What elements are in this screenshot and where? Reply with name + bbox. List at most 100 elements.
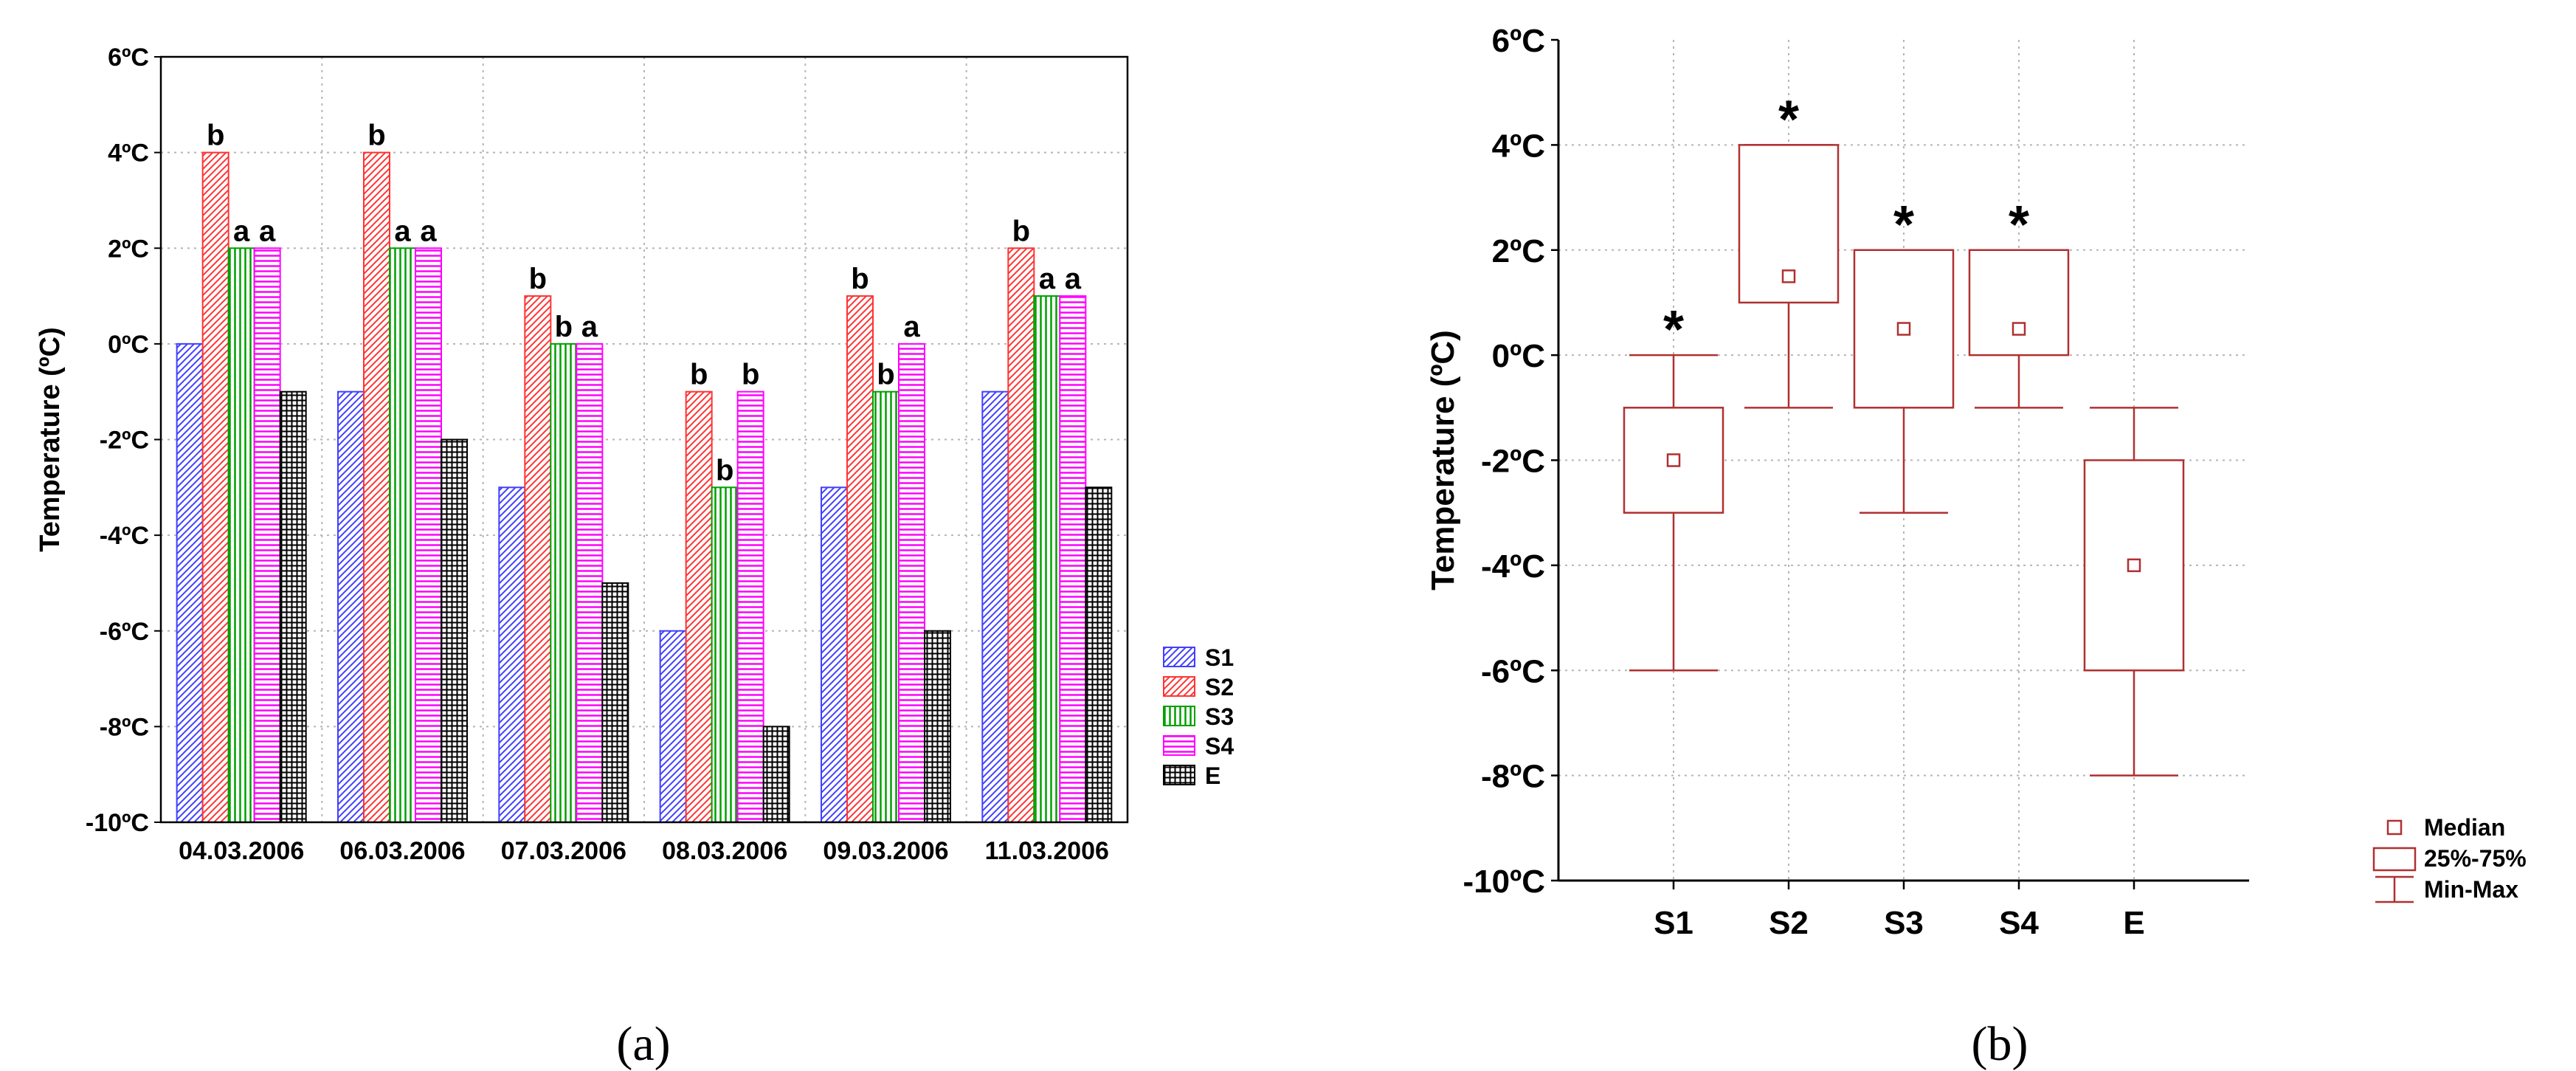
bar-e-2 [441,438,468,823]
bar-s1-3 [498,486,526,823]
significance-letter: a [1065,263,1082,295]
legend-swatch-s2 [1163,676,1195,697]
significance-letter: b [555,311,573,343]
median-marker-s3 [1896,322,1911,336]
significance-letter: a [233,215,250,247]
x-tick-label-s3: S3 [1884,905,1924,941]
legend-label-s3: S3 [1205,703,1234,730]
y-tick-label: 0ºC [108,331,149,359]
bar-s3-3 [550,342,578,823]
x-tick-label-s1: S1 [1654,905,1693,941]
y-tick-label: -8ºC [1481,759,1545,795]
significance-letter: a [581,311,598,343]
bar-s2-4 [685,390,713,823]
median-marker-e [2127,558,2141,573]
bar-s4-5 [898,342,925,823]
y-tick-label: 6ºC [108,44,149,72]
bar-s1-4 [659,630,687,823]
bar-s4-2 [415,247,442,823]
bar-s2-1 [201,151,229,823]
y-tick-label: -10ºC [1463,864,1545,900]
panel-b-label: (b) [1972,1017,2028,1071]
bar-s3-4 [711,486,739,823]
y-tick-label: -4ºC [1481,548,1545,585]
y-axis-title: Temperature (ºC) [35,327,66,552]
significance-letter: a [259,215,276,247]
median-marker-s1 [1666,453,1681,467]
bar-s1-5 [821,486,848,823]
bar-s3-5 [872,390,899,823]
bar-e-4 [762,726,790,823]
legend-swatch-s3 [1163,706,1195,726]
legend-box-label: 25%-75% [2424,845,2527,872]
significance-letter: a [903,311,920,343]
x-tick-label: 09.03.2006 [823,837,948,865]
box-iqr-s4 [1968,249,2070,357]
x-tick-label: 08.03.2006 [662,837,787,865]
legend-label-s2: S2 [1205,674,1234,700]
significance-letter: b [690,359,708,391]
significance-letter: b [877,359,894,391]
y-tick-label: -4ºC [100,522,149,550]
bar-s2-3 [524,295,552,823]
panel-a-label: (a) [616,1017,670,1071]
significance-letter: a [420,215,437,247]
legend-median-label: Median [2424,814,2505,841]
bar-s2-2 [363,151,390,823]
bar-s3-6 [1033,295,1061,823]
x-tick-label: 11.03.2006 [985,837,1109,865]
y-tick-label: 4ºC [1492,128,1545,164]
significance-letter: a [394,215,411,247]
legend-swatch-e [1163,765,1195,785]
x-tick-label-s2: S2 [1769,905,1809,941]
y-axis-title: Temperature (ºC) [1425,330,1461,590]
significance-star-s3: * [1893,196,1914,255]
y-tick-label: 4ºC [108,140,149,168]
significance-letter: b [851,263,869,295]
significance-letter: b [367,120,385,152]
y-tick-label: -10ºC [86,809,149,837]
legend-label-e: E [1205,762,1220,789]
y-tick-label: 0ºC [1492,338,1545,374]
significance-letter: b [716,454,733,486]
bar-s3-2 [389,247,416,823]
bar-s1-1 [176,342,204,823]
y-tick-label: 2ºC [1492,233,1545,269]
significance-letter: b [742,359,759,391]
bar-e-5 [924,630,951,823]
x-tick-label: 04.03.2006 [179,837,304,865]
significance-star-s4: * [2009,196,2029,255]
legend-box-symbol [2372,847,2417,872]
legend-swatch-s1 [1163,647,1195,667]
bar-e-6 [1085,486,1113,823]
significance-letter: a [1039,263,1056,295]
x-tick-label-s4: S4 [1999,905,2039,941]
plot-frame [159,55,1129,824]
bar-e-3 [601,582,629,823]
y-tick-label: -6ºC [1481,653,1545,689]
bar-e-1 [279,390,307,823]
x-tick-label: 06.03.2006 [339,837,465,865]
median-marker-s2 [1781,269,1796,283]
y-tick-label: 2ºC [108,235,149,263]
legend-swatch-s4 [1163,735,1195,756]
legend-median-symbol [2386,819,2403,836]
y-tick-label: -2ºC [100,427,149,455]
bar-s4-3 [576,342,604,823]
significance-letter: b [1012,215,1030,247]
bar-s4-4 [736,390,764,823]
x-tick-label-e: E [2123,905,2144,941]
significance-star-s2: * [1778,90,1799,149]
legend-label-s1: S1 [1205,644,1234,671]
legend-whisker-label: Min-Max [2424,876,2518,903]
y-tick-label: -2ºC [1481,444,1545,480]
bar-s4-6 [1059,295,1087,823]
bar-s3-1 [227,247,255,823]
median-marker-s4 [2012,322,2026,336]
bar-s1-6 [981,390,1009,823]
panel-a-bar-chart: -10ºC -8ºC -6ºC -4ºC -2ºC 0ºC 2ºC 4ºC 6ºC 04.03.2… [35,44,1234,865]
significance-letter: b [207,120,224,152]
panel-b-box-plot: -10ºC -8ºC -6ºC -4ºC -2ºC 0ºC 2ºC 4ºC 6ºC S1 * S2 * S… [1425,23,2527,941]
x-tick-label: 07.03.2006 [501,837,626,865]
